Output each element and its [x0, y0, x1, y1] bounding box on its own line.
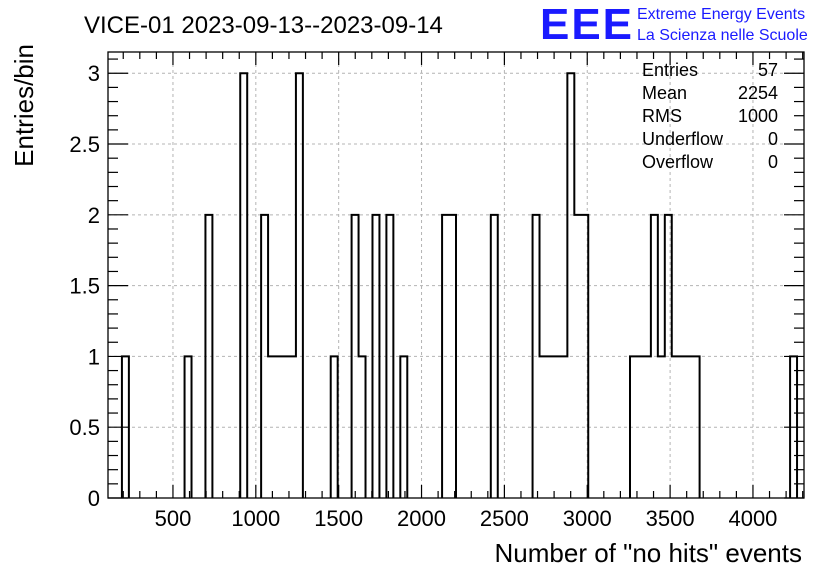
x-tick-label: 3000: [563, 506, 612, 531]
chart-title: VICE-01 2023-09-13--2023-09-14: [84, 12, 443, 39]
x-tick-label: 2500: [480, 506, 529, 531]
stats-box: Entries 57 Mean 2254 RMS 1000 Underflow 0 Overfl…: [642, 60, 778, 172]
stats-value: 0: [768, 152, 778, 172]
x-tick-labels: 500 1000 1500 2000 2500 3000 3500 4000: [155, 506, 778, 531]
stats-label: Overflow: [642, 152, 714, 172]
y-axis-label: Entries/bin: [9, 44, 39, 167]
stats-value: 57: [758, 60, 778, 80]
y-tick-label: 0.5: [69, 415, 100, 440]
y-tick-label: 1.5: [69, 274, 100, 299]
stats-value: 1000: [738, 106, 778, 126]
axis-ticks: [108, 52, 804, 499]
x-tick-label: 3500: [646, 506, 695, 531]
x-tick-label: 1000: [231, 506, 280, 531]
eee-logo-mark: EEE: [540, 0, 632, 49]
stats-label: Mean: [642, 83, 687, 103]
logo-line-2: La Scienza nelle Scuole: [637, 27, 808, 44]
eee-logo: EEE Extreme Energy Events La Scienza nel…: [540, 0, 808, 49]
x-tick-label: 4000: [728, 506, 777, 531]
y-tick-labels: 0 0.5 1 1.5 2 2.5 3: [69, 61, 100, 511]
y-tick-label: 2: [88, 203, 100, 228]
y-tick-label: 0: [88, 486, 100, 511]
stats-value: 0: [768, 129, 778, 149]
x-axis-label: Number of "no hits" events: [495, 538, 803, 568]
y-tick-label: 2.5: [69, 132, 100, 157]
plot-frame: [107, 51, 805, 499]
x-tick-label: 2000: [397, 506, 446, 531]
y-tick-label: 1: [88, 344, 100, 369]
stats-label: Underflow: [642, 129, 724, 149]
stats-value: 2254: [738, 83, 778, 103]
y-tick-label: 3: [88, 61, 100, 86]
x-tick-label: 500: [155, 506, 192, 531]
stats-label: RMS: [642, 106, 682, 126]
x-tick-label: 1500: [314, 506, 363, 531]
stats-label: Entries: [642, 60, 698, 80]
logo-line-1: Extreme Energy Events: [637, 6, 805, 23]
